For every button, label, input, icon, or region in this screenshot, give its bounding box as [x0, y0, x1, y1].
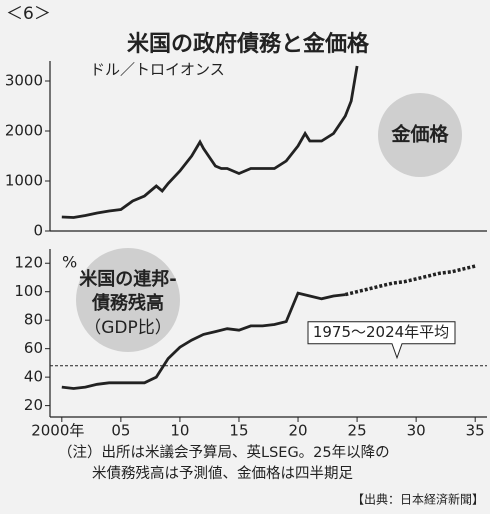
- x-tick-label: 10: [170, 422, 189, 440]
- x-tick-label: 30: [407, 422, 426, 440]
- y-tick-label: 40: [24, 368, 43, 386]
- x-tick-label: 25: [348, 422, 367, 440]
- y-tick-label: 60: [24, 339, 43, 357]
- chart-title: 米国の政府債務と金価格: [127, 31, 370, 57]
- y-tick-label: 20: [24, 396, 43, 414]
- annotation: （GDP比）: [84, 318, 172, 338]
- y-tick-label: 2000: [5, 122, 43, 140]
- series-line: [61, 291, 346, 390]
- y-tick-label: 1000: [5, 172, 43, 190]
- x-tick-label: 15: [229, 422, 248, 440]
- y-axis-label: %: [62, 253, 77, 272]
- series-line: [61, 65, 359, 219]
- x-tick-label: 20: [288, 422, 307, 440]
- y-tick-label: 0: [33, 222, 43, 240]
- annotation: 米国の連邦-: [79, 268, 176, 290]
- x-tick-label: 05: [111, 422, 130, 440]
- label-circle: [378, 93, 462, 177]
- y-tick-label: 80: [24, 311, 43, 329]
- note: （注）出所は米議会予算局、英LSEG。25年以降の: [58, 443, 390, 461]
- callout: [307, 321, 456, 360]
- annotation: 金価格: [390, 123, 449, 146]
- y-axis-label: ドル／トロイオンス: [90, 61, 225, 79]
- header: ＜6＞: [6, 4, 51, 24]
- note: 米債務残高は予測値、金価格は四半期足: [92, 465, 353, 482]
- y-tick-label: 100: [14, 282, 43, 300]
- annotation: 債務残高: [91, 292, 164, 314]
- x-tick-label: 35: [466, 422, 485, 440]
- x-tick-label: 2000年: [31, 422, 84, 440]
- y-tick-label: 120: [14, 254, 43, 272]
- source: 【出典：日本経済新聞】: [352, 492, 484, 507]
- series-line: [344, 264, 476, 297]
- reference-label: 1975～2024年平均: [313, 323, 449, 341]
- label-circle: [76, 248, 180, 352]
- y-tick-label: 3000: [5, 72, 43, 90]
